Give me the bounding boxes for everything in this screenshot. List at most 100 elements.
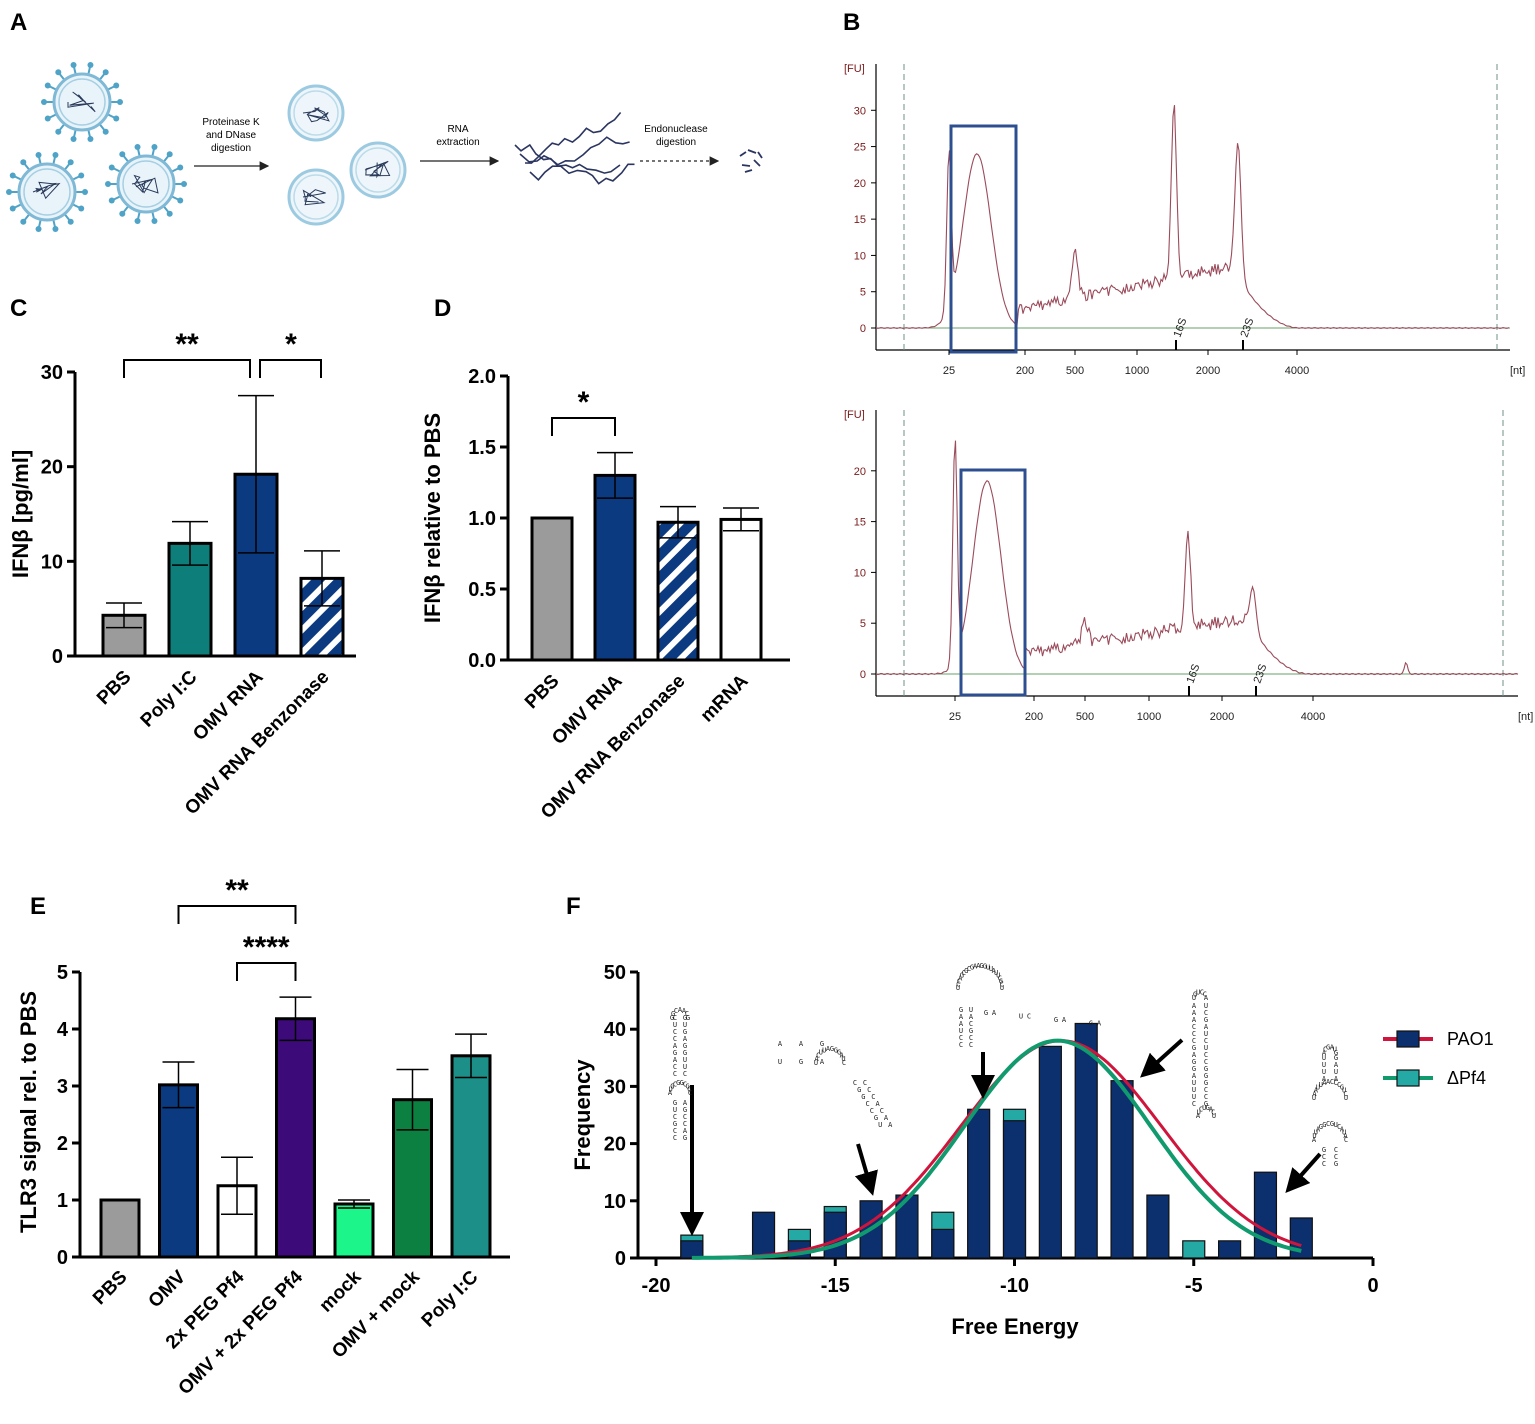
rna-structure-nucleotide: C — [683, 1080, 687, 1088]
rna-structure-nucleotide: U — [1322, 1068, 1326, 1076]
step1-line1: Proteinase K — [202, 117, 260, 128]
bio-ytick-label: 15 — [854, 517, 866, 529]
rna-structure-nucleotide: C — [969, 1041, 973, 1049]
rna-structure-nucleotide: G — [799, 1058, 803, 1066]
rna-structure-nucleotide: U — [1192, 1079, 1196, 1087]
rna-structure-nucleotide: U — [1192, 1086, 1196, 1094]
rna-structure-nucleotide: U — [1192, 994, 1196, 1002]
vesicle-rna — [67, 91, 96, 113]
y-tick-label: 20 — [604, 1134, 626, 1156]
rna-structure-nucleotide: A — [1322, 1075, 1327, 1083]
rna-structure-nucleotide: G — [676, 1079, 680, 1087]
rna-strand — [519, 136, 630, 166]
rna-structure-nucleotide: C — [683, 1120, 687, 1128]
rna-structure-nucleotide: U — [673, 1021, 677, 1029]
rna-structure-nucleotide: C — [1204, 1093, 1208, 1101]
rna-structure-nucleotide: G — [683, 1106, 687, 1114]
rna-structure-nucleotide: U — [1314, 1129, 1318, 1137]
rna-structure-nucleotide: G — [680, 1079, 684, 1087]
panel-label-a: A — [10, 9, 27, 36]
rna-structure-nucleotide: G — [1204, 1065, 1208, 1073]
rna-fragment — [739, 151, 747, 157]
rna-structure-nucleotide: G — [1054, 1016, 1058, 1024]
legend-label-dpf4: ΔPf4 — [1447, 1068, 1486, 1088]
rna-structure-nucleotide: A — [969, 1013, 974, 1021]
rna-structure-nucleotide: C — [959, 1034, 963, 1042]
rna-structure-nucleotide: C — [673, 1127, 677, 1135]
rna-structure-nucleotide: U — [1342, 1087, 1346, 1095]
rna-structure-nucleotide: A — [1312, 1090, 1317, 1098]
bio-ytick-label: 5 — [860, 618, 866, 630]
rna-structure-nucleotide: G — [820, 1040, 824, 1048]
bar-pao1 — [931, 1228, 955, 1259]
significance-bracket — [551, 417, 616, 436]
rna-structure-nucleotide: C — [673, 1014, 677, 1022]
y-tick-label: 50 — [604, 962, 626, 984]
vesicle-spike-tip — [55, 69, 62, 76]
rna-structure-nucleotide: A — [683, 1127, 688, 1135]
bio-highlight-box — [959, 468, 1027, 697]
rna-structure-nucleotide: C — [1322, 1160, 1326, 1168]
rna-structure-nucleotide: C — [673, 1063, 677, 1071]
rna-structure-nucleotide: A — [1204, 1023, 1209, 1031]
rna-structure-nucleotide: A — [826, 1045, 831, 1053]
y-axis-title: IFNβ [pg/ml] — [8, 450, 33, 578]
x-tick-label: -20 — [642, 1275, 671, 1297]
bioanalyzer-trace-bottom: [FU] [nt] 0 5 10 15 20 25 200 500 1000 2000 4000 16S 2… — [844, 409, 1533, 723]
rna-structure-nucleotide: G — [686, 1083, 690, 1091]
vesicle-spike-tip — [82, 189, 88, 195]
rna-structure-nucleotide: U — [1322, 1054, 1326, 1062]
rna-structure-nucleotide: U — [989, 965, 993, 973]
bio-trace — [875, 440, 1519, 676]
rna-structure-nucleotide: C — [1334, 1079, 1338, 1087]
rna-fragment — [747, 149, 757, 154]
rna-structure-nucleotide: G — [964, 967, 968, 975]
y-tick-label: 0.5 — [468, 579, 496, 601]
rna-structure-nucleotide: G — [686, 1014, 690, 1022]
panel-label-c: C — [10, 295, 27, 322]
legend-swatch — [1396, 1069, 1420, 1087]
rna-structure-nucleotide: A — [1343, 1132, 1348, 1140]
vesicle-spike-tip — [166, 210, 173, 217]
rna-structure-nucleotide: G — [969, 1027, 973, 1035]
bar-omv-rna-benzonase — [656, 520, 700, 662]
annotation-arrow — [1285, 1152, 1322, 1193]
rna-structure-nucleotide: C — [688, 1089, 692, 1097]
rna-structure-nucleotide: G — [983, 963, 987, 971]
rna-structure-nucleotide: A — [678, 1006, 683, 1014]
rna-structure-nucleotide: A — [1192, 1016, 1197, 1024]
vesicle-spike-tip — [41, 99, 47, 105]
bio-ytick-label: 10 — [854, 567, 866, 579]
rna-fragment — [744, 169, 753, 173]
vesicle-spike-tip — [67, 218, 74, 225]
bar-pbs — [530, 516, 574, 662]
rna-structure-nucleotide: C — [1204, 1086, 1208, 1094]
rna-structure-nucleotide: G — [1204, 1100, 1208, 1108]
y-axis-title: Frequency — [570, 1059, 595, 1171]
rna-structure-nucleotide: U — [1333, 1045, 1337, 1053]
legend-swatch — [1396, 1030, 1420, 1048]
rna-structure-nucleotide: C — [867, 1086, 871, 1094]
vesicle-rna — [131, 174, 159, 194]
rna-structure-nucleotide: A — [1326, 1078, 1331, 1086]
rna-structure-nucleotide: G — [980, 962, 984, 970]
rna-structure-nucleotide: G — [683, 1042, 687, 1050]
rna-structure-nucleotide: U — [673, 1106, 677, 1114]
rna-structure-nucleotide: U — [1204, 1030, 1208, 1038]
bar-2x-peg-pf4 — [216, 1184, 258, 1259]
vesicle-inner-membrane — [122, 160, 170, 208]
digested-vesicles-illustration — [287, 84, 407, 226]
rna-structure-nucleotide: U — [683, 1056, 687, 1064]
vesicle-spike-tip — [151, 143, 158, 150]
bar-omv — [158, 1083, 199, 1259]
rna-structure-nucleotide: C — [1203, 990, 1207, 998]
rna-structure-nucleotide: C — [673, 1035, 677, 1043]
rna-structure-nucleotide: G — [830, 1045, 834, 1053]
rna-structure-nucleotide: C — [1027, 1013, 1031, 1021]
step3-line1: Endonuclease — [644, 124, 708, 135]
rna-structure-nucleotide: G — [1322, 1121, 1326, 1129]
rna-structure-nucleotide: G — [1204, 1016, 1208, 1024]
vesicle-spike-tip — [52, 151, 59, 158]
rna-structure-nucleotide: C — [1000, 981, 1004, 989]
